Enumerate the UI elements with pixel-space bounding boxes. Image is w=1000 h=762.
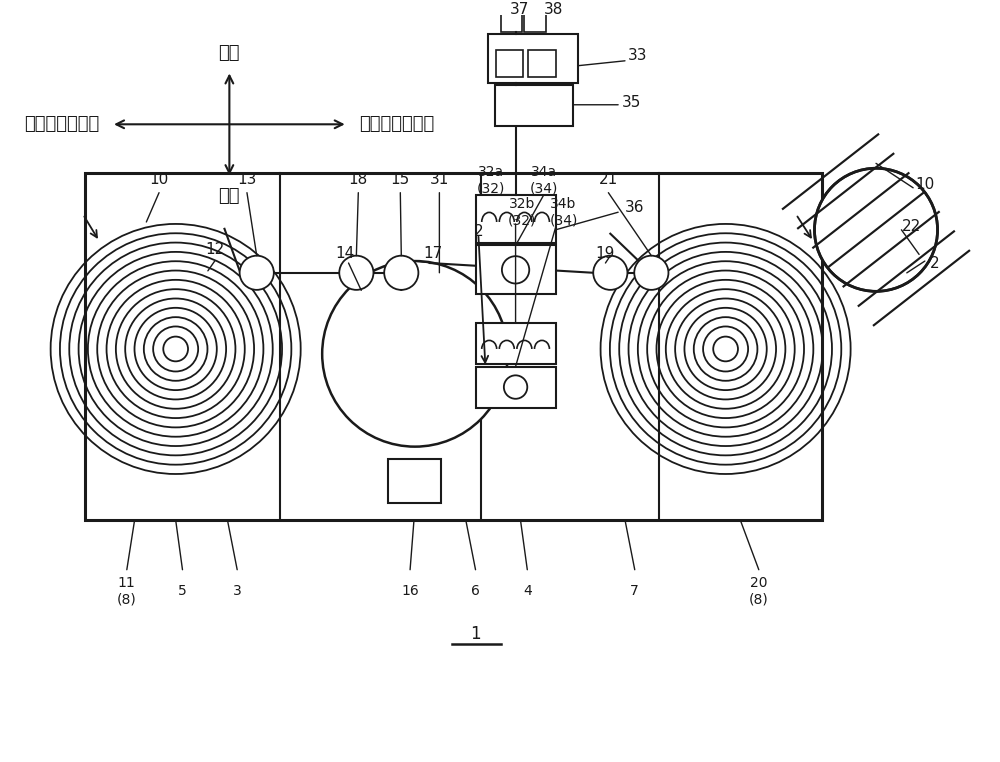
Circle shape	[593, 256, 627, 290]
Circle shape	[384, 256, 418, 290]
Circle shape	[713, 337, 738, 361]
Text: 34b
(34): 34b (34)	[549, 197, 578, 227]
Circle shape	[322, 261, 508, 447]
Text: 19: 19	[596, 245, 615, 261]
Text: 15: 15	[391, 172, 410, 187]
Text: 22: 22	[902, 219, 921, 235]
Bar	[528, 50, 556, 78]
Text: 32a
(32): 32a (32)	[477, 165, 505, 195]
Bar	[476, 322, 556, 363]
Text: 20
(8): 20 (8)	[749, 576, 769, 607]
Text: 4: 4	[523, 584, 532, 598]
Text: 37: 37	[510, 2, 529, 17]
Text: 17: 17	[423, 245, 442, 261]
Bar	[496, 50, 523, 78]
Bar	[501, 13, 522, 33]
Text: 21: 21	[599, 172, 618, 187]
Text: 2: 2	[930, 255, 939, 271]
Text: 33: 33	[628, 49, 647, 63]
Text: 32b
(32): 32b (32)	[508, 197, 537, 227]
Bar	[476, 194, 556, 244]
Circle shape	[814, 168, 938, 291]
Text: 14: 14	[335, 245, 354, 261]
Text: 10: 10	[149, 172, 169, 187]
Text: 1: 1	[470, 625, 481, 643]
Text: 31: 31	[430, 172, 449, 187]
Text: 35: 35	[622, 95, 642, 110]
Bar	[524, 13, 546, 33]
Text: 输送方向下游侧: 输送方向下游侧	[359, 115, 435, 133]
Circle shape	[339, 256, 373, 290]
Text: 10: 10	[915, 178, 934, 192]
Text: 上侧: 上侧	[219, 44, 240, 62]
Bar	[85, 173, 822, 520]
Bar	[476, 245, 556, 294]
Text: 7: 7	[630, 584, 639, 598]
Text: 输送方向上游侧: 输送方向上游侧	[24, 115, 99, 133]
Text: 16: 16	[401, 584, 419, 598]
Text: 38: 38	[544, 2, 563, 17]
Text: 36: 36	[625, 200, 644, 215]
Text: 5: 5	[178, 584, 187, 598]
Circle shape	[634, 256, 668, 290]
Circle shape	[163, 337, 188, 361]
Bar	[388, 459, 441, 503]
Bar	[495, 85, 573, 126]
Circle shape	[240, 256, 274, 290]
Text: 13: 13	[237, 172, 257, 187]
Circle shape	[504, 376, 527, 399]
Text: 18: 18	[349, 172, 368, 187]
Text: 2: 2	[474, 224, 483, 239]
Bar	[488, 34, 578, 83]
Text: 下侧: 下侧	[219, 187, 240, 205]
Text: 6: 6	[471, 584, 480, 598]
Circle shape	[502, 256, 529, 283]
Text: 12: 12	[205, 242, 224, 257]
Bar	[476, 367, 556, 408]
Text: 34a
(34): 34a (34)	[530, 165, 558, 195]
Text: 11
(8): 11 (8)	[117, 576, 137, 607]
Text: 3: 3	[233, 584, 242, 598]
